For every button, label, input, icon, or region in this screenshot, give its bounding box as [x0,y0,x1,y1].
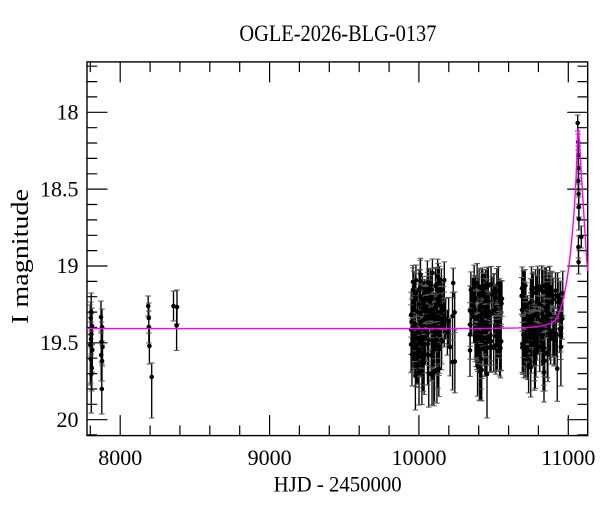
svg-text:19.5: 19.5 [40,330,79,355]
svg-text:18: 18 [57,100,79,125]
svg-text:I magnitude: I magnitude [8,189,34,324]
svg-text:HJD - 2450000: HJD - 2450000 [274,472,402,497]
svg-text:OGLE-2026-BLG-0137: OGLE-2026-BLG-0137 [239,21,436,46]
svg-text:8000: 8000 [98,445,142,470]
svg-text:9000: 9000 [248,445,292,470]
svg-text:19: 19 [57,253,79,278]
svg-text:20: 20 [57,407,79,432]
svg-text:10000: 10000 [391,445,446,470]
svg-text:11000: 11000 [541,445,595,470]
svg-text:18.5: 18.5 [40,176,79,201]
